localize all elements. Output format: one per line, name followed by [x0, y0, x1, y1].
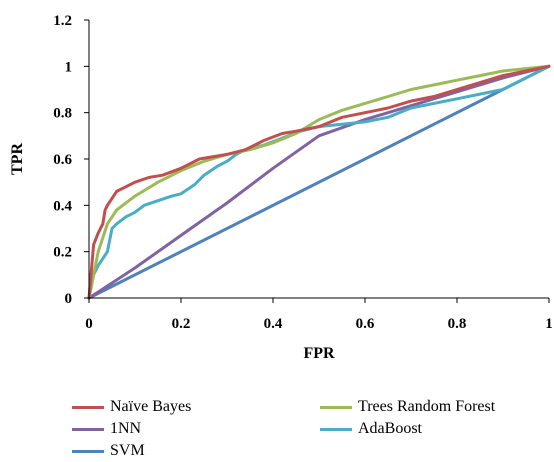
- legend-label: SVM: [110, 442, 145, 459]
- legend-swatch: [320, 427, 352, 431]
- plot-lines: [87, 64, 551, 300]
- x-tick-label: 0.6: [356, 316, 375, 332]
- y-tick-label: 0.8: [53, 106, 72, 122]
- x-ticks: 0 0.2 0.4 0.6 0.8 1: [85, 298, 553, 332]
- series-line-svm: [87, 64, 551, 300]
- y-tick-label: 0.6: [53, 152, 72, 168]
- series-line-trees-random-forest: [87, 64, 551, 300]
- series-line-na-ve-bayes: [87, 64, 551, 300]
- legend-label: Naïve Bayes: [110, 398, 192, 415]
- legend-item-adaboost: AdaBoost: [320, 418, 422, 440]
- legend-item-svm: SVM: [72, 440, 145, 462]
- legend-swatch: [72, 427, 104, 431]
- x-tick-label: 0: [85, 316, 93, 332]
- legend-item-trees-random-forest: Trees Random Forest: [320, 396, 495, 418]
- x-tick-label: 0.4: [264, 316, 283, 332]
- x-tick-label: 0.2: [172, 316, 191, 332]
- legend-swatch: [72, 405, 104, 409]
- y-tick-label: 1.2: [53, 13, 72, 29]
- y-tick-label: 0.4: [53, 198, 72, 214]
- series-line-adaboost: [87, 64, 551, 300]
- y-tick-label: 0.2: [53, 245, 72, 261]
- x-axis-title: FPR: [303, 345, 335, 362]
- x-tick-label: 1: [545, 316, 553, 332]
- legend-label: Trees Random Forest: [358, 398, 496, 415]
- roc-chart: 0 0.2 0.4 0.6 0.8 1 1.2 0 0.2 0.4 0.6 0.8 1 FPR TPR: [9, 13, 553, 362]
- x-tick-label: 0.8: [448, 316, 467, 332]
- y-ticks: 0 0.2 0.4 0.6 0.8 1 1.2: [53, 13, 89, 307]
- legend-swatch: [320, 405, 352, 409]
- y-tick-label: 0: [65, 291, 73, 307]
- legend-item-naive-bayes: Naïve Bayes: [72, 396, 191, 418]
- y-axis-title: TPR: [9, 143, 26, 175]
- series-line-1nn: [87, 64, 551, 300]
- legend-item-1nn: 1NN: [72, 418, 141, 440]
- legend-label: 1NN: [110, 420, 142, 437]
- legend-swatch: [72, 449, 104, 453]
- y-tick-label: 1: [65, 59, 73, 75]
- legend-label: AdaBoost: [358, 420, 422, 437]
